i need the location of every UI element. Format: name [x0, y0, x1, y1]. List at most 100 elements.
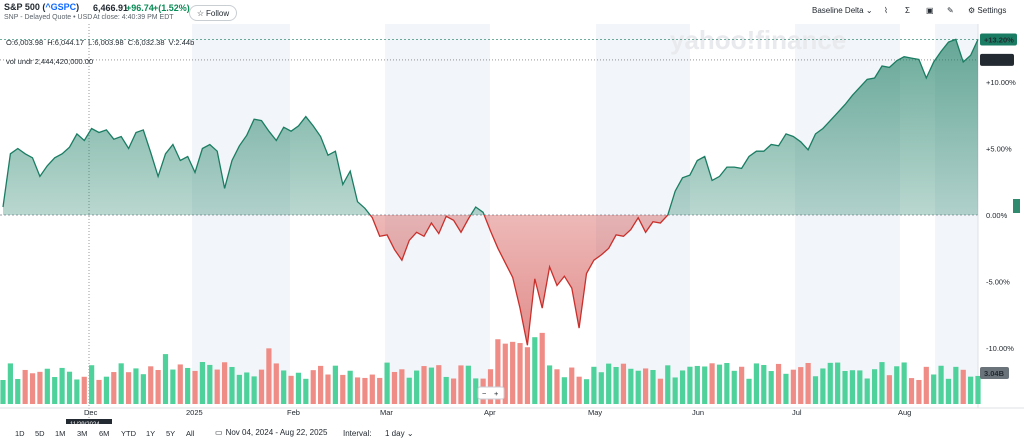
volume-bar	[628, 368, 634, 404]
range-button-3m[interactable]: 3M	[77, 429, 88, 438]
settings-button[interactable]: ⚙ Settings	[968, 6, 1007, 15]
price-line-down	[369, 215, 669, 346]
volume-bar	[303, 378, 309, 404]
interval-label: Interval:	[343, 429, 372, 438]
volume-bar	[236, 374, 242, 404]
zoom-out-button[interactable]: −	[482, 389, 487, 398]
volume-bar	[288, 375, 294, 404]
volume-bar	[229, 366, 235, 404]
volume-bar	[185, 367, 191, 404]
volume-bar	[650, 369, 656, 404]
volume-bar	[598, 372, 604, 404]
date-range-picker[interactable]: ▭ Nov 04, 2024 - Aug 22, 2025	[215, 428, 328, 437]
volume-bar	[657, 378, 663, 404]
volume-bar	[894, 366, 900, 404]
volume-flag-label: 3.04B	[984, 369, 1005, 378]
volume-bar	[221, 362, 228, 404]
volume-bar	[739, 366, 745, 404]
range-button-1m[interactable]: 1M	[55, 429, 66, 438]
volume-bar	[975, 375, 981, 404]
volume-bar	[724, 363, 730, 404]
volume-bar	[606, 363, 612, 404]
baseline-areas	[3, 39, 978, 346]
y-tick-label: 0.00%	[986, 211, 1008, 220]
volume-bar	[273, 363, 279, 404]
volume-bar	[7, 363, 13, 404]
ticker-symbol[interactable]: ^GSPC	[45, 2, 77, 12]
price-change: +96.74	[126, 3, 154, 13]
ticker-title: S&P 500 (^GSPC)	[4, 2, 80, 12]
price-chart[interactable]: yahoo!finance −+11/29/2024 +10.00% +5.00%…	[0, 24, 1024, 424]
x-tick-label: Apr	[484, 408, 496, 417]
volume-bar	[125, 372, 132, 404]
volume-flag	[980, 367, 1009, 379]
volume-bar	[59, 367, 65, 404]
x-tick-label: Jun	[692, 408, 705, 417]
indicators-icon[interactable]: ⌇	[884, 6, 888, 15]
volume-bar	[510, 341, 516, 404]
x-tick-label: 2025	[186, 408, 203, 417]
zoom-control	[477, 386, 505, 400]
volume-bar	[332, 365, 338, 404]
range-button-6m[interactable]: 6M	[99, 429, 110, 438]
volume-bar	[687, 366, 693, 404]
price-change-percent: +(1.52%)	[153, 3, 190, 13]
volume-bar	[635, 370, 641, 404]
range-button-5d[interactable]: 5D	[35, 429, 45, 438]
volume-bar	[968, 376, 974, 404]
sigma-icon[interactable]: Σ	[905, 6, 910, 15]
volume-bar	[325, 374, 331, 404]
range-button-1d[interactable]: 1D	[15, 429, 25, 438]
volume-bar	[22, 369, 28, 404]
last-price: 6,466.91	[93, 3, 129, 13]
follow-button[interactable]: ☆ Follow	[189, 5, 237, 21]
range-button-5y[interactable]: 5Y	[166, 429, 176, 438]
volume-bar	[0, 380, 6, 404]
range-button-ytd[interactable]: YTD	[121, 429, 136, 438]
volume-bar	[377, 377, 383, 404]
volume-bar	[709, 363, 715, 404]
volume-bar	[820, 368, 826, 404]
volume-bar	[672, 377, 678, 404]
volume-bar	[362, 377, 368, 404]
volume-bar	[702, 366, 708, 404]
volume-bar	[569, 367, 575, 404]
chart-type-dropdown[interactable]: Baseline Delta ⌄	[812, 6, 873, 15]
volume-bar	[879, 362, 885, 404]
volume-bar	[931, 374, 937, 404]
volume-bar	[450, 378, 457, 404]
range-button-all[interactable]: All	[186, 429, 195, 438]
volume-bar	[783, 373, 789, 404]
draw-pencil-icon[interactable]: ✎	[947, 6, 954, 15]
volume-bar	[74, 379, 80, 404]
last-change-flag-label: +13.20%	[984, 35, 1014, 44]
vol-undr-readout: vol undr 2,444,420,000.00	[6, 57, 94, 66]
volume-bar	[44, 368, 50, 404]
volume-bar	[399, 369, 405, 404]
area-above-baseline	[3, 39, 978, 215]
x-tick-label: Mar	[380, 408, 393, 417]
volume-bar	[857, 370, 863, 404]
volume-bar	[29, 373, 36, 404]
interval-dropdown[interactable]: 1 day ⌄	[385, 429, 414, 438]
volume-bar	[827, 362, 833, 404]
volume-bar	[524, 347, 531, 404]
volume-bar	[790, 369, 796, 404]
crosshair-flag-label: +11.66%	[984, 56, 1014, 65]
volume-bar	[347, 370, 353, 404]
zoom-in-button[interactable]: +	[494, 389, 499, 398]
x-tick-label: Aug	[898, 408, 912, 417]
volume-bar	[140, 374, 146, 404]
volume-bar	[546, 365, 553, 404]
close-time: At close: 4:40:39 PM EDT	[93, 14, 174, 21]
y-tick-label: -5.00%	[986, 278, 1010, 287]
last-change-flag	[980, 33, 1017, 46]
volume-bar	[694, 365, 700, 404]
volume-bar	[864, 378, 870, 404]
calendar-icon[interactable]: ▣	[926, 6, 934, 15]
volume-bar	[89, 365, 95, 404]
range-button-1y[interactable]: 1Y	[146, 429, 156, 438]
x-tick-label: Dec	[84, 408, 98, 417]
y-tick-label: -10.00%	[986, 344, 1014, 353]
price-line	[2, 38, 979, 346]
